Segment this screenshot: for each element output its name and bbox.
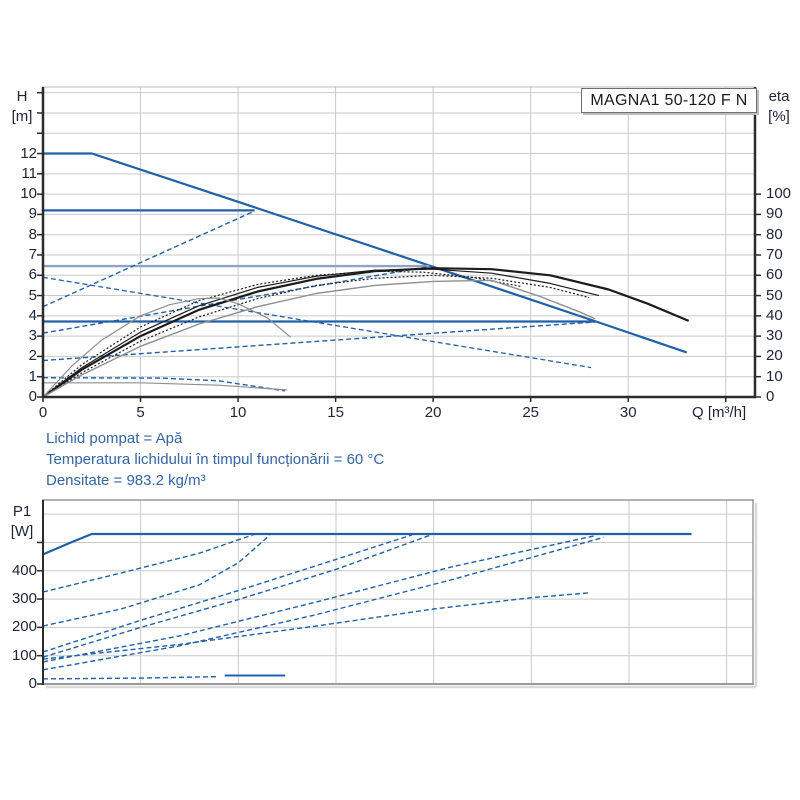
x-axis-tick-label: 5 [136,404,145,421]
y-axis-tick-label: 5 [28,286,37,304]
curve-prop-pressure-mid [42,266,428,334]
curve-descending-setpoint [42,276,592,369]
x-axis-tick-label: 0 [38,404,48,421]
info-line-pumped-liquid: Lichid pompat = Apă [46,430,183,447]
pump-type-title-box: MAGNA1 50-120 F N [581,88,757,113]
curve-power-steep-1 [42,534,413,653]
curve-power-cp-high [42,533,255,593]
info-line-density: Densitate = 983.2 kg/m³ [46,472,206,489]
y-axis-tick-label: 6 [28,266,37,284]
eta-axis-tick-label: 30 [766,327,783,345]
eta-axis-label: eta [768,88,790,105]
h-axis-unit-label: [m] [11,108,33,125]
eta-axis-tick-label: 50 [766,286,783,304]
curve-power-cp-mid [42,534,271,627]
p1-axis-label: P1 [12,503,32,520]
y-axis-tick-label: 12 [20,144,37,162]
eta-axis-unit-label: [%] [768,108,790,125]
y-axis-tick-label: 400 [11,561,37,579]
curve-max-speed-curve [43,152,688,354]
curve-prop-pressure-low [42,321,597,362]
curve-min-speed-curve [42,377,286,392]
y-axis-tick-label: 8 [28,225,37,243]
y-axis-tick-label: 11 [21,164,37,182]
curve-power-min [42,675,219,680]
eta-axis-tick-label: 40 [766,306,783,324]
curve-low-gray-curve [43,382,287,391]
curve-power-steep-2 [42,534,430,658]
y-axis-tick-label: 100 [11,646,37,664]
x-axis-tick-label: 25 [522,404,539,421]
eta-axis-tick-label: 80 [766,225,783,243]
curve-power-mid-1 [42,535,594,663]
y-axis-tick-label: 0 [28,675,37,692]
eta-axis-tick-label: 70 [766,245,783,263]
x-axis-tick-label: 15 [327,404,344,421]
curve-eta-gray-steep [42,297,292,398]
y-axis-tick-label: 300 [11,590,37,608]
y-axis-tick-label: 9 [28,205,37,223]
p1-axis-unit-label: [W] [10,523,34,540]
curve-eta-2 [42,268,600,398]
eta-axis-tick-label: 0 [766,388,775,405]
y-axis-tick-label: 4 [28,306,37,324]
eta-axis-tick-label: 10 [766,367,783,385]
y-axis-tick-label: 1 [28,367,37,385]
curve-eta-max [42,267,690,398]
curve-prop-pressure-high [42,210,255,308]
y-axis-tick-label: 200 [11,618,37,636]
curve-power-mid-2 [42,536,604,671]
eta-axis-tick-label: 90 [766,205,783,223]
q-axis-label: Q [m³/h] [692,404,747,421]
y-axis-tick-label: 2 [28,347,37,365]
x-axis-tick-label: 30 [619,404,637,421]
curve-power-flattening [42,592,590,660]
h-axis-label: H [16,88,28,105]
info-line-temperature: Temperatura lichidului în timpul funcțio… [46,451,385,468]
curve-eta-4 [42,274,590,398]
curve-eta-3 [42,270,522,398]
x-axis-tick-label: 10 [229,404,247,421]
curve-eta-gray-long [42,279,596,398]
eta-axis-tick-label: 20 [766,347,783,365]
y-axis-tick-label: 7 [28,245,37,263]
eta-axis-tick-label: 60 [766,266,783,284]
curve-power-max [42,532,692,556]
pump-type-title: MAGNA1 50-120 F N [590,91,748,109]
x-axis-tick-label: 20 [424,404,442,421]
eta-axis-tick-label: 100 [766,185,792,203]
y-axis-tick-label: 0 [28,388,37,405]
y-axis-tick-label: 3 [28,327,37,345]
y-axis-tick-label: 10 [20,185,37,203]
